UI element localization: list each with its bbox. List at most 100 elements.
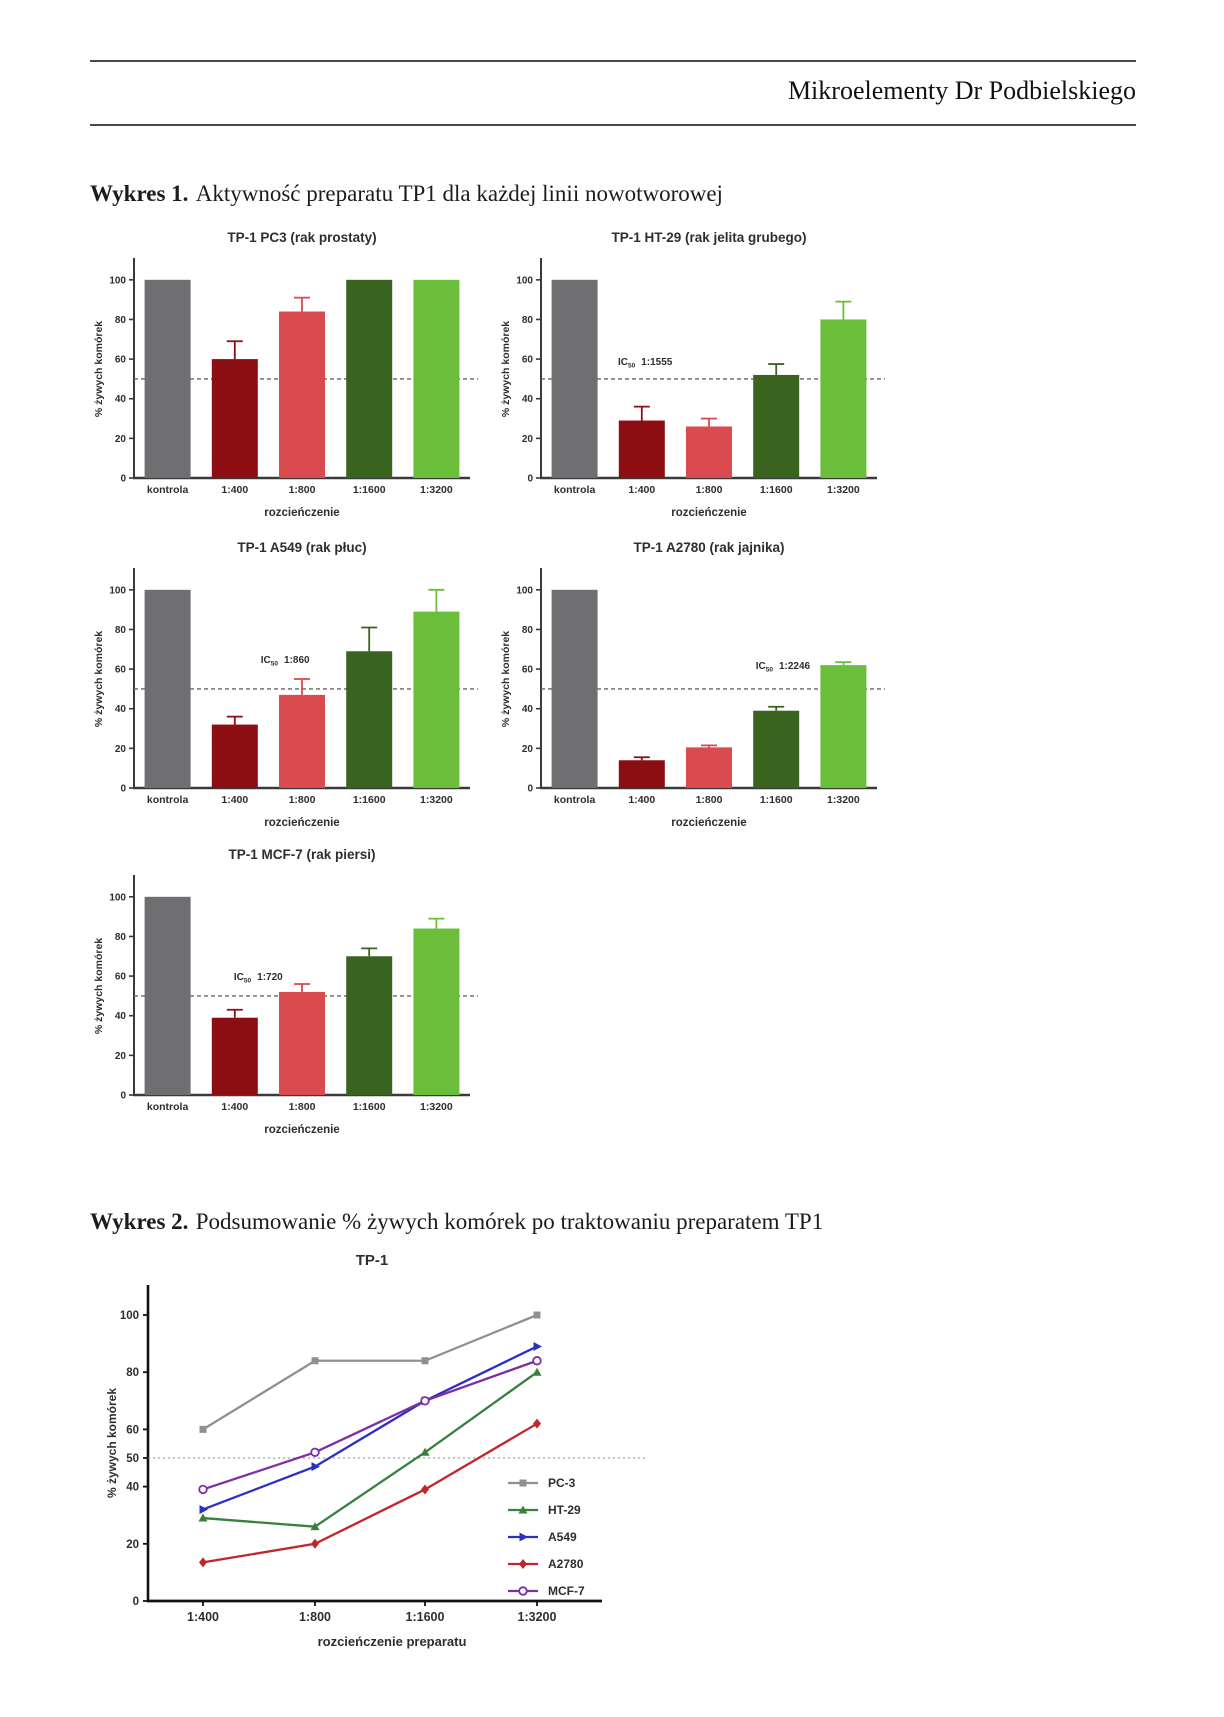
data-point-marker	[198, 1513, 208, 1522]
bar-chart-ht29: TP-1 HT-29 (rak jelita grubego) 0 20 40 60 80…	[497, 226, 892, 533]
bar-chart-svg: TP-1 PC3 (rak prostaty) 0 20 40 60 80 100 kontr…	[93, 230, 478, 519]
legend-item-A549: A549	[508, 1530, 577, 1544]
bar-1:400	[211, 1017, 258, 1095]
axis-label-y: % żywych komórek	[500, 631, 512, 727]
y-tick-label: 40	[115, 704, 127, 715]
figure1-caption-text: Aktywność preparatu TP1 dla każdej linii…	[195, 181, 723, 206]
bar-1:3200	[820, 319, 867, 478]
bar-chart-svg: TP-1 A549 (rak płuc) 0 20 40 60 80 100 kontrola…	[93, 540, 478, 829]
header-rule-top	[90, 60, 1136, 62]
y-tick-label: 80	[115, 932, 127, 943]
legend-label: A549	[548, 1530, 577, 1544]
legend-label: PC-3	[548, 1476, 576, 1490]
data-point-marker	[199, 1557, 207, 1568]
x-tick-label: kontrola	[147, 1101, 189, 1113]
y-tick-label: 80	[115, 315, 127, 326]
legend-item-A2780: A2780	[508, 1557, 584, 1571]
series-line-PC-3	[202, 1313, 538, 1431]
bar-1:3200	[820, 665, 867, 788]
line-chart-tp1-summary: TP-1 0 20 40 50 60 80 100 1:400 1:800 1:1600 1:3200…	[100, 1243, 680, 1693]
x-tick-label: 1:3200	[420, 794, 453, 806]
axis-label-x: rozcieńczenie preparatu	[318, 1634, 467, 1649]
series-line-HT-29	[202, 1371, 538, 1528]
y-tick-label: 60	[115, 972, 127, 983]
bar-1:1600	[346, 279, 393, 478]
y-tick-label: 0	[527, 784, 533, 795]
y-tick-label: 100	[516, 275, 533, 286]
y-tick-label: 0	[120, 784, 126, 795]
legend-label: A2780	[548, 1557, 584, 1571]
data-point-marker	[198, 1484, 208, 1495]
chart-title: TP-1 PC3 (rak prostaty)	[227, 230, 376, 245]
y-tick-label: 60	[115, 665, 127, 676]
figure1-caption-label: Wykres 1.	[90, 181, 189, 206]
line-chart-svg: TP-1 0 20 40 50 60 80 100 1:400 1:800 1:1600 1:3200…	[105, 1252, 645, 1649]
chart-title: TP-1	[356, 1252, 389, 1269]
chart-title: TP-1 A549 (rak płuc)	[237, 540, 366, 555]
series-PC-3	[199, 1311, 541, 1433]
y-tick-label: 60	[115, 355, 127, 366]
y-tick-label: 60	[522, 665, 534, 676]
header-title: Mikroelementy Dr Podbielskiego	[787, 76, 1136, 105]
data-point-marker	[533, 1311, 541, 1319]
y-tick-label: 0	[527, 474, 533, 485]
data-point-marker	[421, 1484, 429, 1495]
axis-label-y: % żywych komórek	[93, 321, 105, 417]
data-point-marker	[199, 1504, 208, 1514]
chart-title: TP-1 HT-29 (rak jelita grubego)	[611, 230, 806, 245]
y-tick-label: 80	[522, 315, 534, 326]
series-A2780	[199, 1418, 541, 1568]
bar-1:400	[618, 420, 665, 478]
bar-chart-a549: TP-1 A549 (rak płuc) 0 20 40 60 80 100 kontrola…	[90, 536, 485, 843]
bar-1:800	[686, 747, 732, 788]
y-tick-label: 100	[109, 892, 126, 903]
y-tick-label: 0	[120, 1091, 126, 1102]
y-tick-label: 20	[126, 1539, 139, 1551]
bar-1:1600	[346, 956, 393, 1095]
series-HT-29	[198, 1367, 542, 1531]
y-tick-label: 20	[115, 744, 127, 755]
y-tick-label: 0	[133, 1596, 139, 1608]
data-point-marker	[519, 1559, 527, 1569]
bar-chart-svg: TP-1 MCF-7 (rak piersi) 0 20 40 60 80 100 kontr…	[93, 847, 478, 1136]
bar-1:1600	[753, 374, 800, 478]
y-tick-label: 80	[126, 1367, 139, 1379]
data-point-marker	[311, 1462, 320, 1472]
legend: PC-3 HT-29 A549 A2780 MCF-7	[508, 1476, 585, 1598]
x-tick-label: 1:1600	[353, 484, 386, 496]
x-tick-label: 1:3200	[420, 484, 453, 496]
axis-label-x: rozcieńczenie	[671, 507, 746, 519]
legend-label: HT-29	[548, 1503, 581, 1517]
bar-1:800	[279, 694, 325, 788]
x-tick-label: 1:800	[289, 484, 316, 496]
bar-1:400	[211, 359, 258, 478]
series-line-A2780	[202, 1422, 538, 1564]
x-tick-label: 1:800	[299, 1610, 331, 1624]
legend-item-HT-29: HT-29	[508, 1503, 581, 1517]
figure1-caption: Wykres 1. Aktywność preparatu TP1 dla każ…	[90, 181, 723, 207]
x-tick-label: 1:3200	[518, 1610, 557, 1624]
x-tick-label: 1:400	[628, 794, 655, 806]
y-tick-label: 80	[115, 625, 127, 636]
series-MCF-7	[198, 1356, 542, 1495]
x-tick-label: 1:1600	[760, 484, 793, 496]
data-point-marker	[532, 1356, 542, 1366]
x-tick-label: kontrola	[147, 484, 189, 496]
series-line-A549	[202, 1345, 538, 1511]
data-point-marker	[420, 1447, 430, 1456]
header-rule-bottom	[90, 124, 1136, 126]
x-tick-label: kontrola	[554, 484, 596, 496]
ic50-annotation: IC50 1:1555	[618, 357, 673, 370]
y-tick-label: 80	[522, 625, 534, 636]
bar-kontrola	[144, 896, 191, 1095]
axis-label-x: rozcieńczenie	[264, 1124, 339, 1136]
bar-1:800	[686, 426, 732, 478]
y-tick-label: 20	[522, 744, 534, 755]
x-tick-label: 1:400	[221, 1101, 248, 1113]
bar-kontrola	[551, 589, 598, 788]
bar-1:3200	[413, 928, 460, 1095]
bar-1:400	[618, 760, 665, 788]
y-tick-label: 40	[522, 704, 534, 715]
data-point-marker	[310, 1522, 320, 1531]
bar-1:400	[211, 724, 258, 788]
